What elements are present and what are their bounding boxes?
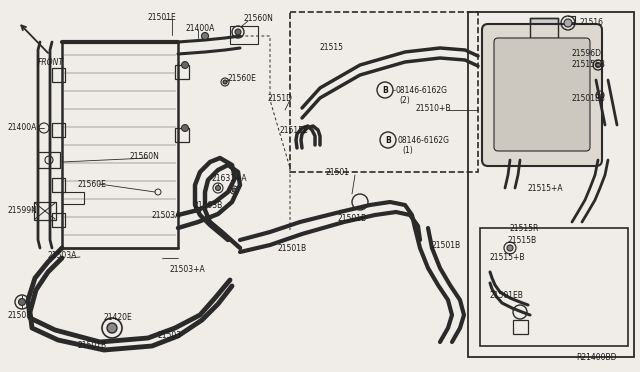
Circle shape bbox=[564, 19, 572, 27]
Text: 21501B: 21501B bbox=[338, 214, 367, 222]
Text: 21516: 21516 bbox=[580, 17, 604, 26]
Text: FRONT: FRONT bbox=[38, 58, 64, 67]
Text: (2): (2) bbox=[399, 96, 410, 105]
Text: 21515+A: 21515+A bbox=[528, 183, 564, 192]
Text: 21501B: 21501B bbox=[432, 241, 461, 250]
Text: 21560N: 21560N bbox=[243, 13, 273, 22]
Text: 21501B: 21501B bbox=[78, 340, 107, 350]
Circle shape bbox=[232, 188, 236, 192]
Text: 21503: 21503 bbox=[158, 330, 182, 340]
Bar bbox=[52, 178, 65, 192]
Bar bbox=[480, 228, 628, 346]
Text: 21560E: 21560E bbox=[228, 74, 257, 83]
Text: 21501B: 21501B bbox=[278, 244, 307, 253]
Text: 21560E: 21560E bbox=[78, 180, 107, 189]
Bar bbox=[34, 202, 56, 220]
Text: B: B bbox=[382, 86, 388, 94]
Circle shape bbox=[202, 32, 209, 39]
Text: 21510+B: 21510+B bbox=[415, 103, 451, 112]
Bar bbox=[52, 213, 65, 227]
Bar bbox=[230, 26, 258, 44]
Text: 21503B: 21503B bbox=[193, 201, 222, 209]
Text: 21501: 21501 bbox=[325, 167, 349, 176]
Text: 21515E: 21515E bbox=[280, 125, 308, 135]
Text: 21515EB: 21515EB bbox=[572, 60, 606, 68]
Circle shape bbox=[107, 323, 117, 333]
Bar bbox=[530, 18, 558, 38]
Text: (1): (1) bbox=[402, 145, 413, 154]
Text: 21515B: 21515B bbox=[508, 235, 537, 244]
Bar bbox=[52, 123, 65, 137]
Text: 21420E: 21420E bbox=[103, 314, 132, 323]
Text: 21501EB: 21501EB bbox=[490, 291, 524, 299]
Bar bbox=[175, 65, 189, 79]
Text: 21560N: 21560N bbox=[130, 151, 160, 160]
Circle shape bbox=[182, 61, 189, 68]
Circle shape bbox=[182, 125, 189, 131]
Circle shape bbox=[223, 80, 227, 84]
Text: 21503+A: 21503+A bbox=[170, 266, 205, 275]
Text: 21503A: 21503A bbox=[48, 250, 77, 260]
Text: 2151D: 2151D bbox=[268, 93, 293, 103]
Bar bbox=[62, 192, 84, 204]
Bar bbox=[38, 152, 60, 168]
FancyBboxPatch shape bbox=[482, 24, 602, 166]
Text: 21400A: 21400A bbox=[8, 122, 37, 131]
Text: 21515R: 21515R bbox=[510, 224, 540, 232]
Circle shape bbox=[235, 29, 241, 35]
Bar bbox=[468, 12, 634, 357]
Text: 08146-6162G: 08146-6162G bbox=[395, 86, 447, 94]
Text: B: B bbox=[385, 135, 391, 144]
Bar bbox=[175, 128, 189, 142]
Text: 21501EB: 21501EB bbox=[572, 93, 606, 103]
Circle shape bbox=[19, 298, 26, 305]
FancyBboxPatch shape bbox=[494, 38, 590, 151]
Circle shape bbox=[595, 62, 600, 67]
Bar bbox=[52, 68, 65, 82]
Bar bbox=[513, 320, 528, 334]
Circle shape bbox=[507, 245, 513, 251]
Text: 21596D: 21596D bbox=[572, 48, 602, 58]
Text: 21503A: 21503A bbox=[152, 211, 181, 219]
Bar bbox=[290, 12, 478, 172]
Text: 21631+A: 21631+A bbox=[212, 173, 248, 183]
Text: 21501E: 21501E bbox=[148, 13, 177, 22]
Text: 21599N: 21599N bbox=[8, 205, 38, 215]
Text: 21400A: 21400A bbox=[185, 23, 214, 32]
Circle shape bbox=[216, 186, 221, 190]
Text: 21508: 21508 bbox=[8, 311, 32, 321]
Text: 08146-6162G: 08146-6162G bbox=[398, 135, 450, 144]
Text: R21400BD: R21400BD bbox=[576, 353, 616, 362]
Text: 21515+B: 21515+B bbox=[490, 253, 525, 263]
Text: 21515: 21515 bbox=[320, 42, 344, 51]
